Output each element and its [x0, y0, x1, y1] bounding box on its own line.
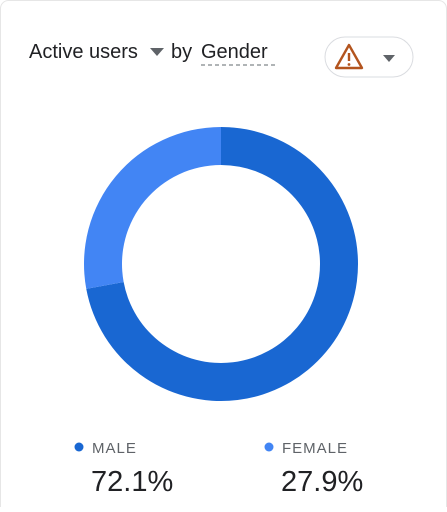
warning-icon — [334, 43, 364, 70]
legend-dot — [74, 442, 84, 452]
dimension-title[interactable]: Gender — [201, 41, 268, 63]
legend-value: 27.9% — [281, 466, 363, 498]
legend-label: FEMALE — [282, 440, 348, 457]
donut-slice — [84, 127, 221, 289]
legend-dot — [264, 442, 274, 452]
donut — [84, 127, 358, 401]
metric-dropdown-arrow[interactable] — [150, 48, 164, 56]
legend-label: MALE — [92, 440, 137, 457]
legend: MALE 72.1% FEMALE 27.9% — [74, 440, 363, 498]
legend-value: 72.1% — [91, 466, 173, 498]
warning-dropdown-arrow — [383, 55, 395, 62]
warning-button-frame[interactable] — [324, 36, 414, 78]
warning-icon-dot — [347, 63, 351, 66]
metric-title[interactable]: Active users — [29, 41, 138, 63]
warning-button[interactable] — [324, 36, 414, 78]
title-connector: by — [171, 41, 192, 63]
